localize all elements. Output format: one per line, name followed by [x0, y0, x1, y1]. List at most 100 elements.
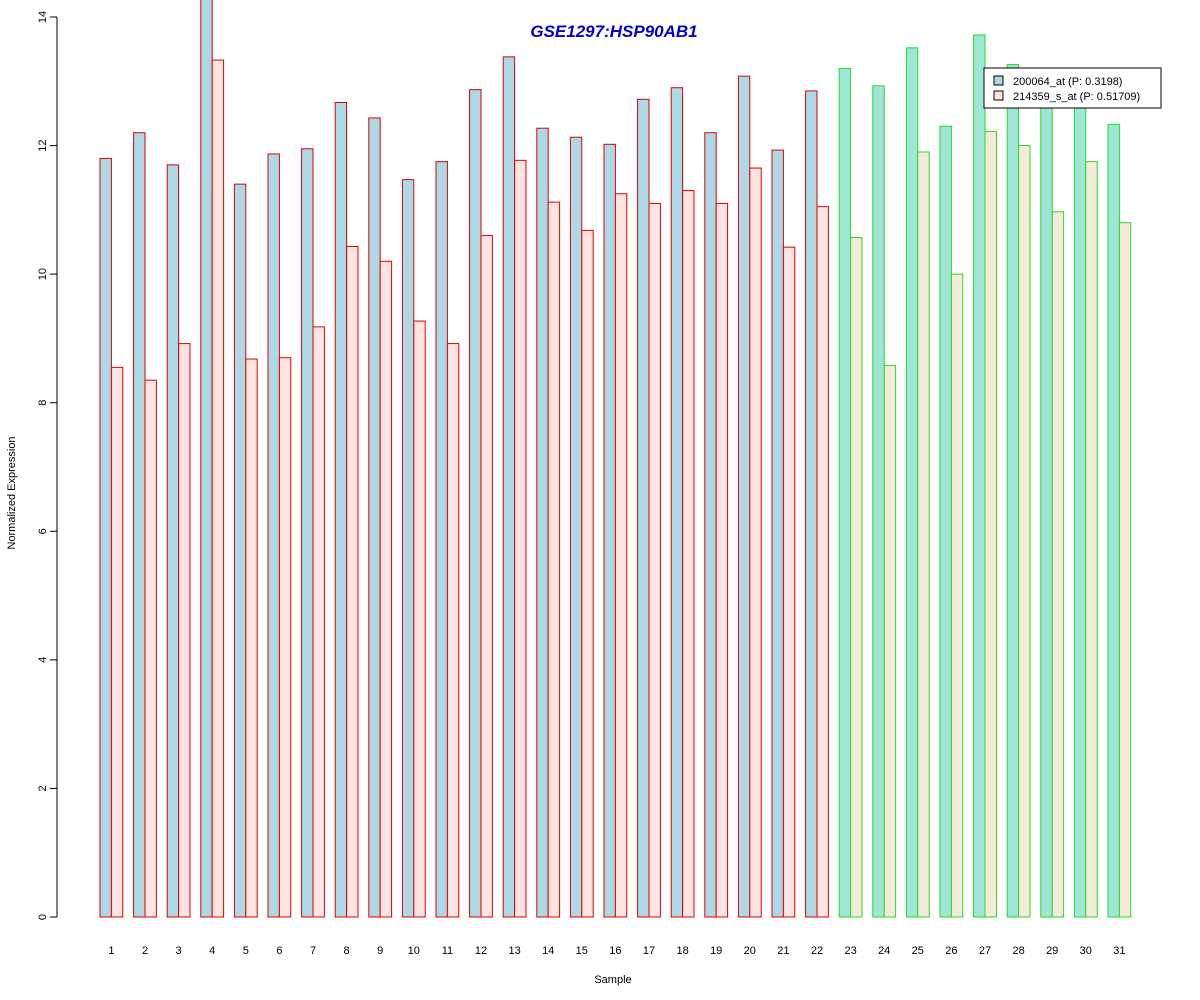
x-tick-label: 24: [878, 945, 890, 957]
bar-sample-8-series-1: [334, 102, 348, 918]
bar-sample-6-series-2: [278, 357, 292, 918]
bar-sample-29-series-2: [1051, 211, 1065, 918]
bar-sample-27-series-2: [984, 130, 997, 918]
x-tick-label: 28: [1012, 945, 1024, 957]
x-tick-label: 19: [710, 945, 722, 957]
bar-sample-17-series-1: [637, 98, 650, 918]
y-tick-label: 10: [37, 268, 49, 280]
bar-sample-10-series-1: [401, 179, 415, 918]
bar-sample-27-series-1: [973, 34, 986, 918]
bar-sample-31-series-1: [1107, 123, 1120, 918]
bar-sample-15-series-1: [569, 136, 583, 918]
bar-sample-7-series-1: [301, 148, 314, 918]
bar-sample-16-series-1: [603, 143, 616, 918]
bar-sample-28-series-1: [1006, 64, 1020, 918]
x-tick-label: 26: [945, 945, 957, 957]
y-axis-label: Normalized Expression: [6, 436, 18, 549]
x-tick-label: 17: [643, 945, 655, 957]
y-tick-label: 0: [37, 914, 49, 920]
bar-sample-1-series-1: [99, 157, 112, 918]
bar-sample-23-series-1: [838, 67, 852, 918]
legend-label-1: 200064_at (P: 0.3198): [1013, 76, 1122, 88]
bar-sample-15-series-2: [581, 229, 594, 918]
bar-sample-21-series-1: [771, 149, 784, 918]
bar-sample-30-series-2: [1085, 161, 1098, 918]
x-tick-label: 11: [442, 945, 453, 957]
bar-sample-20-series-2: [749, 167, 762, 918]
bar-sample-17-series-2: [648, 202, 661, 918]
bar-sample-10-series-2: [413, 320, 426, 918]
bar-sample-22-series-1: [805, 90, 818, 918]
bar-sample-8-series-2: [346, 246, 359, 918]
x-tick-label: 30: [1080, 945, 1092, 957]
legend-label-2: 214359_s_at (P: 0.51709): [1013, 91, 1140, 103]
bar-sample-4-series-2: [211, 59, 225, 918]
legend-swatch-2: [993, 90, 1004, 101]
x-tick-label: 8: [344, 945, 350, 957]
bar-sample-20-series-1: [737, 75, 751, 918]
bar-sample-30-series-1: [1073, 74, 1087, 918]
x-tick-label: 3: [176, 945, 182, 957]
bar-sample-26-series-2: [950, 273, 964, 918]
x-tick-label: 25: [912, 945, 924, 957]
x-tick-label: 6: [276, 945, 282, 957]
legend-swatch-1: [993, 75, 1004, 86]
x-tick-label: 14: [542, 945, 554, 957]
bar-sample-23-series-2: [850, 237, 863, 918]
x-tick-label: 23: [844, 945, 856, 957]
x-tick-label: 20: [744, 945, 756, 957]
x-tick-label: 27: [979, 945, 991, 957]
bar-sample-7-series-2: [312, 326, 325, 918]
bar-sample-18-series-1: [670, 87, 684, 918]
y-axis: 0 2 4 6 8 10 12 14: [37, 11, 58, 920]
bar-sample-13-series-2: [514, 159, 527, 918]
bar-sample-9-series-1: [368, 117, 381, 918]
bar-sample-2-series-2: [144, 379, 157, 918]
x-tick-label: 15: [576, 945, 588, 957]
bar-sample-1-series-2: [110, 366, 124, 918]
bar-sample-4-series-1: [200, 0, 213, 918]
y-tick-label: 12: [37, 139, 49, 151]
bar-sample-25-series-2: [917, 151, 930, 918]
x-tick-label: 21: [777, 945, 789, 957]
x-tick-labels: 1 2 3 4 5 6 7 8 9 10 11 12 13 14 15 16 17 18 19 20 21 22 23 24 2…: [108, 945, 1125, 957]
x-axis-label: Sample: [594, 974, 631, 986]
bar-sample-31-series-2: [1118, 222, 1132, 918]
x-tick-label: 4: [209, 945, 215, 957]
bar-sample-2-series-1: [133, 132, 146, 918]
x-tick-label: 7: [310, 945, 316, 957]
bar-sample-29-series-1: [1040, 85, 1053, 918]
bar-sample-12-series-2: [480, 235, 493, 918]
y-tick-label: 8: [37, 400, 49, 406]
bar-sample-24-series-2: [883, 364, 897, 918]
bar-sample-13-series-1: [502, 56, 516, 918]
x-tick-label: 5: [243, 945, 249, 957]
x-tick-label: 16: [609, 945, 621, 957]
y-tick-label: 14: [37, 11, 49, 23]
y-tick-label: 4: [37, 657, 49, 663]
bar-sample-3-series-2: [178, 343, 191, 918]
bar-sample-6-series-1: [267, 153, 280, 918]
bar-sample-9-series-2: [379, 260, 393, 918]
chart-title: GSE1297:HSP90AB1: [530, 22, 697, 41]
bar-sample-14-series-1: [536, 127, 549, 918]
x-tick-label: 22: [811, 945, 823, 957]
bar-sample-3-series-1: [166, 164, 180, 918]
bar-sample-28-series-2: [1018, 145, 1031, 918]
bar-sample-5-series-2: [245, 358, 258, 918]
x-tick-label: 18: [676, 945, 688, 957]
bar-sample-25-series-1: [905, 47, 919, 918]
x-tick-label: 1: [108, 945, 114, 957]
x-tick-label: 29: [1046, 945, 1058, 957]
bars: [99, 0, 1132, 918]
bar-sample-26-series-1: [939, 125, 952, 918]
bar-sample-24-series-1: [872, 85, 885, 918]
bar-sample-16-series-2: [614, 193, 628, 918]
x-tick-label: 31: [1113, 945, 1125, 957]
x-tick-label: 13: [508, 945, 520, 957]
bar-sample-21-series-2: [782, 246, 796, 918]
bar-sample-19-series-2: [715, 202, 729, 918]
bar-sample-22-series-2: [816, 206, 829, 918]
bar-sample-19-series-1: [704, 132, 717, 918]
